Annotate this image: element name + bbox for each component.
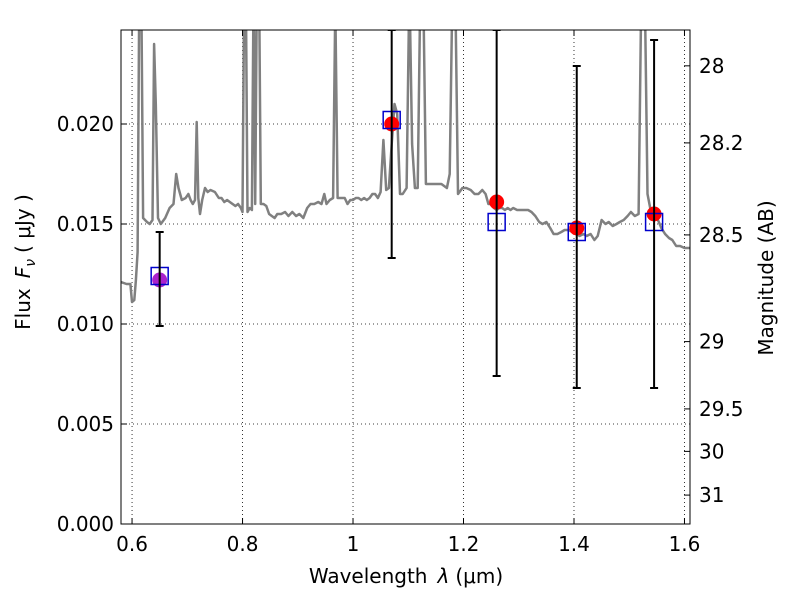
y-tick-label: 0.000: [57, 512, 114, 536]
x-tick-label: 1.6: [669, 532, 701, 556]
y-tick-label: 0.005: [57, 412, 114, 436]
y2-axis-label: Magnitude (AB): [754, 200, 778, 355]
x-axis-label-symbol: λ: [437, 564, 450, 588]
x-tick-label: 0.8: [227, 532, 259, 556]
mag-tick-label: 29: [699, 330, 724, 354]
x-tick-label: 1: [347, 532, 360, 556]
x-tick-label: 0.6: [116, 532, 148, 556]
mag-tick-label: 28: [699, 54, 724, 78]
y-axis-label-subscript: ν: [23, 259, 39, 267]
y-tick-label: 0.020: [57, 112, 114, 136]
mag-tick-label: 28.2: [699, 131, 744, 155]
x-axis-label-text: Wavelength: [309, 564, 428, 588]
mag-tick-label: 28.5: [699, 223, 744, 247]
y-axis-label-text: Flux: [11, 288, 35, 330]
x-axis-label: Wavelength λ (μm): [309, 564, 503, 588]
plot-frame: [120, 29, 691, 525]
mag-tick-label: 29.5: [699, 397, 744, 421]
y-tick-label: 0.015: [57, 212, 114, 236]
mag-tick-label: 30: [699, 439, 724, 463]
plot-background: [121, 30, 690, 524]
axes-ticks: 0.6 0.8 1 1.2 1.4 1.6 0.000 0.005 0.010 0.015 0.02…: [57, 30, 744, 556]
x-tick-label: 1.2: [448, 532, 480, 556]
plot-area: [121, 30, 690, 389]
y-axis-label-unit: ( μJy ): [11, 194, 35, 253]
mag-tick-label: 31: [699, 483, 724, 507]
x-axis-label-unit: (μm): [455, 564, 503, 588]
y-axis-label: Flux Fν ( μJy ): [11, 194, 39, 330]
y-tick-label: 0.010: [57, 312, 114, 336]
x-tick-label: 1.4: [558, 532, 590, 556]
y-axis-label-symbol: F: [11, 266, 35, 278]
